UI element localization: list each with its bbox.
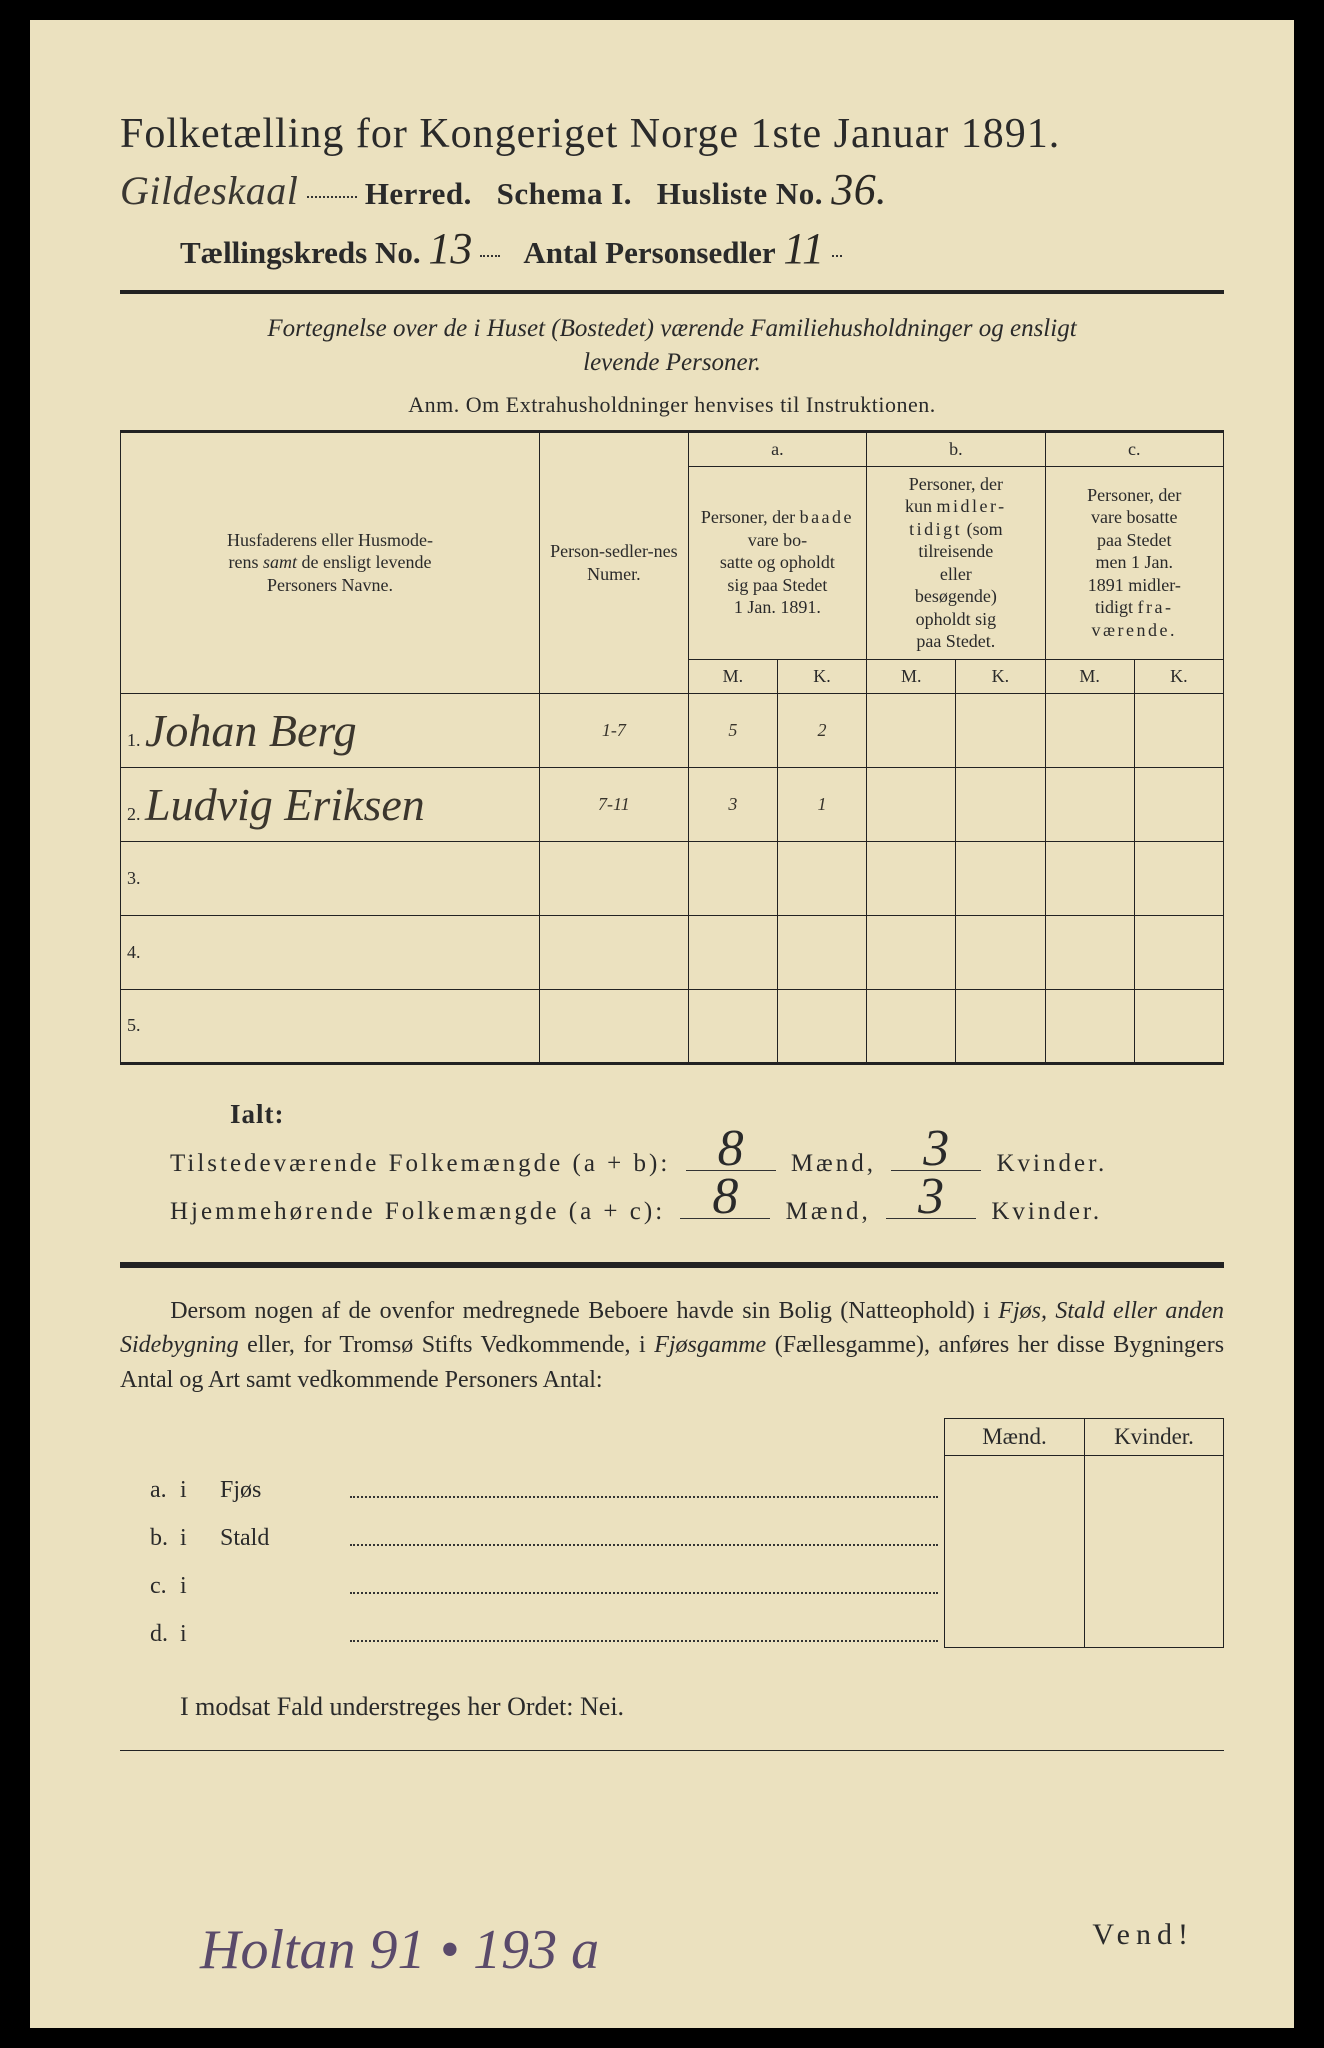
table-row: 2. Ludvig Eriksen 7-11 3 1 — [121, 767, 1224, 841]
th-a-k: K. — [777, 659, 866, 693]
th-numer: Person-sedler-nes Numer. — [540, 431, 689, 693]
th-c-k: K. — [1134, 659, 1223, 693]
table-row: 5. — [121, 989, 1224, 1063]
row2-name-hw: Ludvig Eriksen — [145, 779, 425, 830]
th-b-desc: Personer, derkun midler-tidigt (somtilre… — [867, 466, 1045, 659]
husliste-label: Husliste No. — [657, 176, 823, 211]
th-c-desc: Personer, dervare bosattepaa Stedetmen 1… — [1045, 466, 1223, 659]
th-c-m: M. — [1045, 659, 1134, 693]
building-mk-header: Mænd. Kvinder. — [120, 1418, 1224, 1456]
schema-label: Schema I. — [497, 176, 632, 211]
vend-label: Vend! — [1092, 1918, 1194, 1952]
bottom-annotation-hw: Holtan 91 • 193 a — [200, 1918, 599, 1982]
taellingskreds-no-handwritten: 13 — [428, 223, 472, 274]
page-title: Folketælling for Kongeriget Norge 1ste J… — [120, 110, 1224, 158]
th-b-k: K. — [956, 659, 1045, 693]
th-a-label: a. — [688, 431, 866, 466]
building-paragraph: Dersom nogen af de ovenfor medregnede Be… — [120, 1294, 1224, 1398]
anm-note: Anm. Om Extrahusholdninger henvises til … — [120, 392, 1224, 418]
antal-handwritten: 11 — [783, 223, 824, 274]
th-a-m: M. — [688, 659, 777, 693]
rule-divider — [120, 290, 1224, 294]
building-head-maend: Mænd. — [944, 1418, 1084, 1456]
th-c-label: c. — [1045, 431, 1223, 466]
building-row: a. i Fjøs — [120, 1456, 1224, 1504]
header-row-herred: Gildeskaal Herred. Schema I. Husliste No… — [120, 164, 1224, 215]
header-row-kreds: Tællingskreds No. 13 Antal Personsedler … — [180, 223, 1224, 274]
row1-num-hw: 1-7 — [540, 693, 689, 767]
table-row: 4. — [121, 915, 1224, 989]
herred-handwritten: Gildeskaal — [120, 168, 298, 213]
thick-divider — [120, 1262, 1224, 1268]
household-table: Husfaderens eller Husmode-rens samt de e… — [120, 430, 1224, 1065]
th-names: Husfaderens eller Husmode-rens samt de e… — [121, 431, 540, 693]
nei-line: I modsat Fald understreges her Ordet: Ne… — [180, 1692, 1224, 1722]
resident-m-hw: 8 — [680, 1167, 770, 1226]
herred-label: Herred. — [365, 176, 472, 211]
building-head-kvinder: Kvinder. — [1084, 1418, 1224, 1456]
building-row: c. i — [120, 1552, 1224, 1600]
taellingskreds-label: Tællingskreds No. — [180, 235, 421, 270]
table-row: 1. Johan Berg 1-7 5 2 — [121, 693, 1224, 767]
building-row: b. i Stald — [120, 1504, 1224, 1552]
bottom-rule — [120, 1750, 1224, 1751]
row2-num-hw: 7-11 — [540, 767, 689, 841]
th-b-m: M. — [867, 659, 956, 693]
antal-label: Antal Personsedler — [523, 235, 775, 270]
resident-k-hw: 3 — [886, 1167, 976, 1226]
census-form-page: Folketælling for Kongeriget Norge 1ste J… — [30, 20, 1294, 2028]
form-subtitle: Fortegnelse over de i Huset (Bostedet) v… — [120, 312, 1224, 380]
building-row: d. i — [120, 1600, 1224, 1648]
th-a-desc: Personer, der baade vare bo-satte og oph… — [688, 466, 866, 659]
th-b-label: b. — [867, 431, 1045, 466]
row1-name-hw: Johan Berg — [145, 705, 357, 756]
table-row: 3. — [121, 841, 1224, 915]
totals-resident: Hjemmehørende Folkemængde (a + c): 8 Mæn… — [170, 1198, 1224, 1226]
husliste-no-handwritten: 36 — [831, 164, 876, 215]
